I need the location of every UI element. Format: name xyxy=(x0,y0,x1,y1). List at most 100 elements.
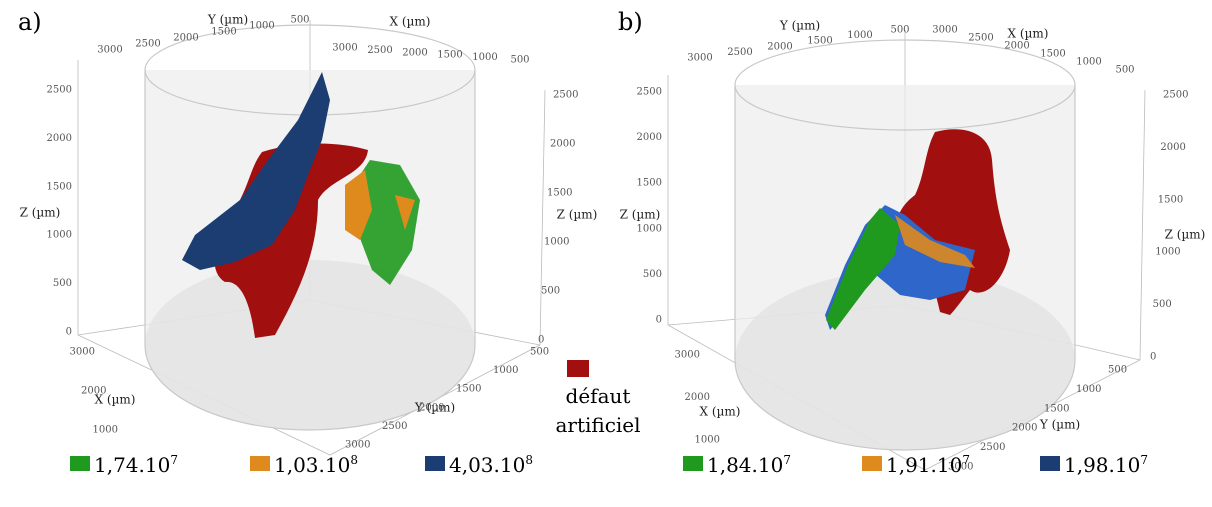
legend-label: défaut xyxy=(566,384,631,408)
tick-label: 1500 xyxy=(1158,194,1183,205)
tick-label: 1000 xyxy=(249,21,274,32)
tick-label: 2000 xyxy=(685,392,710,403)
axis-title: Y (µm) xyxy=(207,13,248,27)
legend-swatch xyxy=(425,456,445,471)
tick-label: 1000 xyxy=(1076,384,1101,395)
tick-label: 2500 xyxy=(637,87,662,98)
tick-label: 2500 xyxy=(553,90,578,101)
axis-title: X (µm) xyxy=(700,405,741,419)
legend-text: 1,98.10 xyxy=(1064,453,1140,477)
tick-label: 2000 xyxy=(47,133,72,144)
tick-label: 2000 xyxy=(173,33,198,44)
tick-label: 2000 xyxy=(1012,423,1037,434)
tick-label: 1500 xyxy=(1044,403,1069,414)
tick-label: 2000 xyxy=(81,386,106,397)
tick-label: 2500 xyxy=(727,47,752,58)
tick-label: 500 xyxy=(643,269,662,280)
panel-a-render xyxy=(77,20,546,456)
tick-label: 500 xyxy=(530,347,549,358)
legend-label: 1,98.107 xyxy=(1064,453,1148,477)
axis-title: Y (µm) xyxy=(1039,418,1080,432)
tick-label: 1000 xyxy=(695,435,720,446)
legend-label: 1,03.108 xyxy=(274,453,358,477)
tick-label: 3000 xyxy=(70,347,95,358)
tick-label: 1500 xyxy=(211,27,236,38)
legend-label: 1,74.107 xyxy=(94,453,178,477)
tick-label: 2000 xyxy=(419,402,444,413)
tick-label: 3000 xyxy=(332,43,357,54)
legend-exponent: 8 xyxy=(350,453,358,467)
tick-label: 2500 xyxy=(1163,90,1188,101)
tick-label: 2500 xyxy=(968,33,993,44)
legend-swatch xyxy=(1040,456,1060,471)
tick-label: 500 xyxy=(890,25,909,36)
legend-swatch xyxy=(250,456,270,471)
tick-label: 3000 xyxy=(932,25,957,36)
tick-label: 1500 xyxy=(807,36,832,47)
tick-label: 1500 xyxy=(1040,49,1065,60)
tick-label: 1500 xyxy=(637,178,662,189)
axis-title: Z (µm) xyxy=(557,208,598,222)
legend-text: 1,91.10 xyxy=(886,453,962,477)
legend-swatch xyxy=(862,456,882,471)
axis-title: X (µm) xyxy=(95,393,136,407)
tick-label: 500 xyxy=(541,286,560,297)
tick-label: 2500 xyxy=(382,421,407,432)
tick-label: 1000 xyxy=(472,52,497,63)
tick-label: 3000 xyxy=(675,350,700,361)
axis-title: X (µm) xyxy=(1008,27,1049,41)
labels: a) Y (µm) X (µm) Z (µm) Z (µm) X (µm) Y (µm) 30… xyxy=(18,8,1205,477)
tick-label: 1000 xyxy=(1155,247,1180,258)
tick-label: 1500 xyxy=(47,181,72,192)
legend-label: artificiel xyxy=(555,413,640,437)
tick-label: 500 xyxy=(1108,365,1127,376)
axis-title: Y (µm) xyxy=(414,401,455,415)
legend-swatch xyxy=(567,360,589,377)
tick-label: 1000 xyxy=(493,365,518,376)
tick-label: 2500 xyxy=(367,45,392,56)
tick-label: 1000 xyxy=(47,230,72,241)
legend-text: 1,84.10 xyxy=(707,453,783,477)
tick-label: 2000 xyxy=(550,139,575,150)
legend-text: 1,03.10 xyxy=(274,453,350,477)
legend-swatch xyxy=(70,456,90,471)
tick-label: 0 xyxy=(1150,352,1156,363)
legend-exponent: 7 xyxy=(962,453,970,467)
legend-label: 1,84.107 xyxy=(707,453,791,477)
tick-label: 3000 xyxy=(687,53,712,64)
tick-label: 3000 xyxy=(97,45,122,56)
tick-label: 500 xyxy=(1115,65,1134,76)
tick-label: 2000 xyxy=(767,41,792,52)
panel-label: a) xyxy=(18,8,42,36)
tick-label: 0 xyxy=(538,335,544,346)
tick-label: 2000 xyxy=(1160,142,1185,153)
tick-label: 1500 xyxy=(456,384,481,395)
tick-label: 2500 xyxy=(980,442,1005,453)
legend-swatch xyxy=(683,456,703,471)
tick-label: 2500 xyxy=(135,39,160,50)
legend-exponent: 7 xyxy=(170,453,178,467)
tick-label: 0 xyxy=(656,315,662,326)
tick-label: 1500 xyxy=(437,50,462,61)
legend-text: 4,03.10 xyxy=(449,453,525,477)
tick-label: 2000 xyxy=(1004,41,1029,52)
legend-text: 1,74.10 xyxy=(94,453,170,477)
tick-label: 3000 xyxy=(345,440,370,451)
tick-label: 500 xyxy=(510,55,529,66)
axis-title: Z (µm) xyxy=(20,206,61,220)
tick-label: 2000 xyxy=(402,47,427,58)
axis-title: Z (µm) xyxy=(620,208,661,222)
tick-label: 3000 xyxy=(948,462,973,473)
tick-label: 500 xyxy=(290,15,309,26)
tick-label: 1000 xyxy=(93,425,118,436)
legend-label: 4,03.108 xyxy=(449,453,533,477)
axis-title: X (µm) xyxy=(390,15,431,29)
legend-exponent: 7 xyxy=(1140,453,1148,467)
legend-exponent: 7 xyxy=(783,453,791,467)
tick-label: 1000 xyxy=(637,223,662,234)
tick-label: 1000 xyxy=(544,237,569,248)
tick-label: 500 xyxy=(1153,299,1172,310)
tick-label: 1500 xyxy=(547,188,572,199)
axis-title: Y (µm) xyxy=(779,19,820,33)
